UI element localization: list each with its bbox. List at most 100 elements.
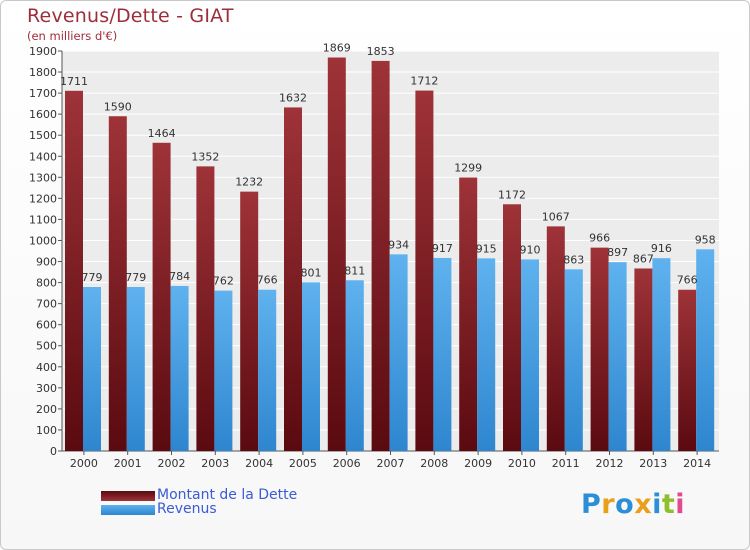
bar-debt-2011: [546, 226, 565, 451]
legend-swatch-revenue: [101, 505, 155, 515]
value-label-revenue-2005: 801: [301, 266, 322, 279]
chart-title: Revenus/Dette - GIAT: [27, 5, 234, 27]
bar-revenue-2014: [696, 249, 715, 451]
x-tick-label: 2001: [114, 457, 142, 470]
y-tick-label: 700: [36, 298, 57, 311]
x-tick-label: 2009: [464, 457, 492, 470]
value-label-debt-2008: 1712: [410, 75, 438, 88]
bar-revenue-2006: [345, 280, 364, 451]
x-tick-label: 2012: [596, 457, 624, 470]
y-tick-label: 1500: [29, 129, 57, 142]
y-tick-label: 1400: [29, 150, 57, 163]
x-tick-label: 2013: [639, 457, 667, 470]
bar-revenue-2000: [83, 287, 101, 451]
value-labels: 1711 779 1590 779 1464 784 1352 762 1232 766 1632 8…: [60, 42, 716, 288]
value-label-debt-2010: 1172: [498, 188, 526, 201]
value-label-revenue-2002: 784: [169, 270, 190, 283]
bar-debt-2000: [65, 90, 83, 451]
y-tick-label: 300: [36, 382, 57, 395]
bar-revenue-2012: [608, 262, 627, 451]
x-tick-label: 2007: [377, 457, 405, 470]
bars: [65, 57, 715, 452]
bar-debt-2014: [678, 289, 697, 451]
value-label-debt-2005: 1632: [279, 91, 307, 104]
value-label-debt-2006: 1869: [323, 42, 351, 55]
bar-revenue-2009: [477, 258, 496, 451]
bar-revenue-2008: [433, 257, 452, 451]
legend-swatch-debt: [101, 491, 155, 501]
value-label-revenue-2004: 766: [257, 274, 278, 287]
y-tick-label: 1900: [29, 45, 57, 58]
value-label-revenue-2007: 934: [388, 238, 409, 251]
bar-revenue-2010: [521, 259, 539, 451]
bar-debt-2009: [459, 177, 478, 452]
y-tick-label: 1800: [29, 66, 57, 79]
value-label-debt-2009: 1299: [454, 162, 482, 175]
value-label-debt-2001: 1590: [104, 100, 132, 113]
y-tick-label: 500: [36, 340, 57, 353]
x-tick-label: 2000: [70, 457, 98, 470]
proxiti-logo: Proxiti: [581, 489, 686, 520]
value-label-debt-2013: 867: [633, 252, 654, 265]
value-label-debt-2007: 1853: [367, 45, 395, 58]
x-tick-label: 2008: [420, 457, 448, 470]
y-tick-label: 100: [36, 424, 57, 437]
bar-revenue-2002: [170, 285, 189, 451]
bar-debt-2002: [152, 142, 171, 451]
value-label-debt-2002: 1464: [148, 127, 176, 140]
x-tick-label: 2004: [245, 457, 273, 470]
y-tick-label: 900: [36, 256, 57, 269]
value-label-debt-2003: 1352: [191, 150, 219, 163]
value-label-revenue-2006: 811: [344, 264, 365, 277]
y-tick-label: 400: [36, 361, 57, 374]
y-tick-label: 1700: [29, 87, 57, 100]
value-label-revenue-2003: 762: [213, 275, 234, 288]
value-label-debt-2011: 1067: [542, 210, 570, 223]
bar-debt-2008: [415, 90, 434, 451]
y-tick-label: 600: [36, 319, 57, 332]
bar-revenue-2004: [258, 289, 277, 451]
x-tick-label: 2010: [508, 457, 536, 470]
x-tick-label: 2014: [683, 457, 711, 470]
bar-debt-2004: [240, 191, 259, 451]
bar-debt-2010: [503, 204, 521, 451]
bar-revenue-2013: [652, 258, 671, 451]
value-label-debt-2000: 1711: [60, 75, 88, 88]
y-tick-label: 1200: [29, 192, 57, 205]
x-tick-label: 2002: [158, 457, 186, 470]
bar-debt-2006: [327, 57, 346, 452]
value-label-debt-2004: 1232: [235, 176, 263, 189]
bar-revenue-2005: [302, 282, 320, 451]
bar-debt-2007: [371, 60, 390, 451]
x-tick-label: 2003: [201, 457, 229, 470]
value-label-revenue-2013: 916: [651, 242, 672, 255]
legend-label-debt: Montant de la Dette: [157, 487, 298, 503]
bar-revenue-2003: [214, 290, 233, 451]
value-label-revenue-2014: 958: [695, 233, 716, 246]
bar-debt-2012: [590, 247, 609, 451]
value-label-revenue-2001: 779: [125, 271, 146, 284]
value-label-revenue-2011: 863: [563, 253, 584, 266]
value-label-debt-2012: 966: [589, 232, 610, 245]
bar-debt-2003: [196, 166, 215, 452]
value-label-revenue-2000: 779: [82, 271, 103, 284]
x-tick-label: 2005: [289, 457, 317, 470]
value-label-revenue-2012: 897: [607, 246, 628, 259]
y-tick-label: 200: [36, 403, 57, 416]
y-tick-label: 1300: [29, 171, 57, 184]
y-tick-label: 1000: [29, 234, 57, 247]
y-tick-label: 1100: [29, 213, 57, 226]
x-tick-label: 2011: [552, 457, 580, 470]
axes: 0 100 200 300 400 500 600 700 800 900 1000 1100 1200…: [29, 45, 719, 470]
bar-revenue-2001: [126, 287, 145, 451]
y-tick-label: 1600: [29, 108, 57, 121]
x-tick-label: 2006: [333, 457, 361, 470]
value-label-revenue-2008: 917: [432, 242, 453, 255]
value-label-debt-2014: 766: [677, 274, 698, 287]
bar-revenue-2011: [564, 269, 583, 451]
legend-label-revenue: Revenus: [157, 501, 217, 517]
value-label-revenue-2010: 910: [520, 243, 541, 256]
bar-debt-2001: [108, 116, 127, 452]
